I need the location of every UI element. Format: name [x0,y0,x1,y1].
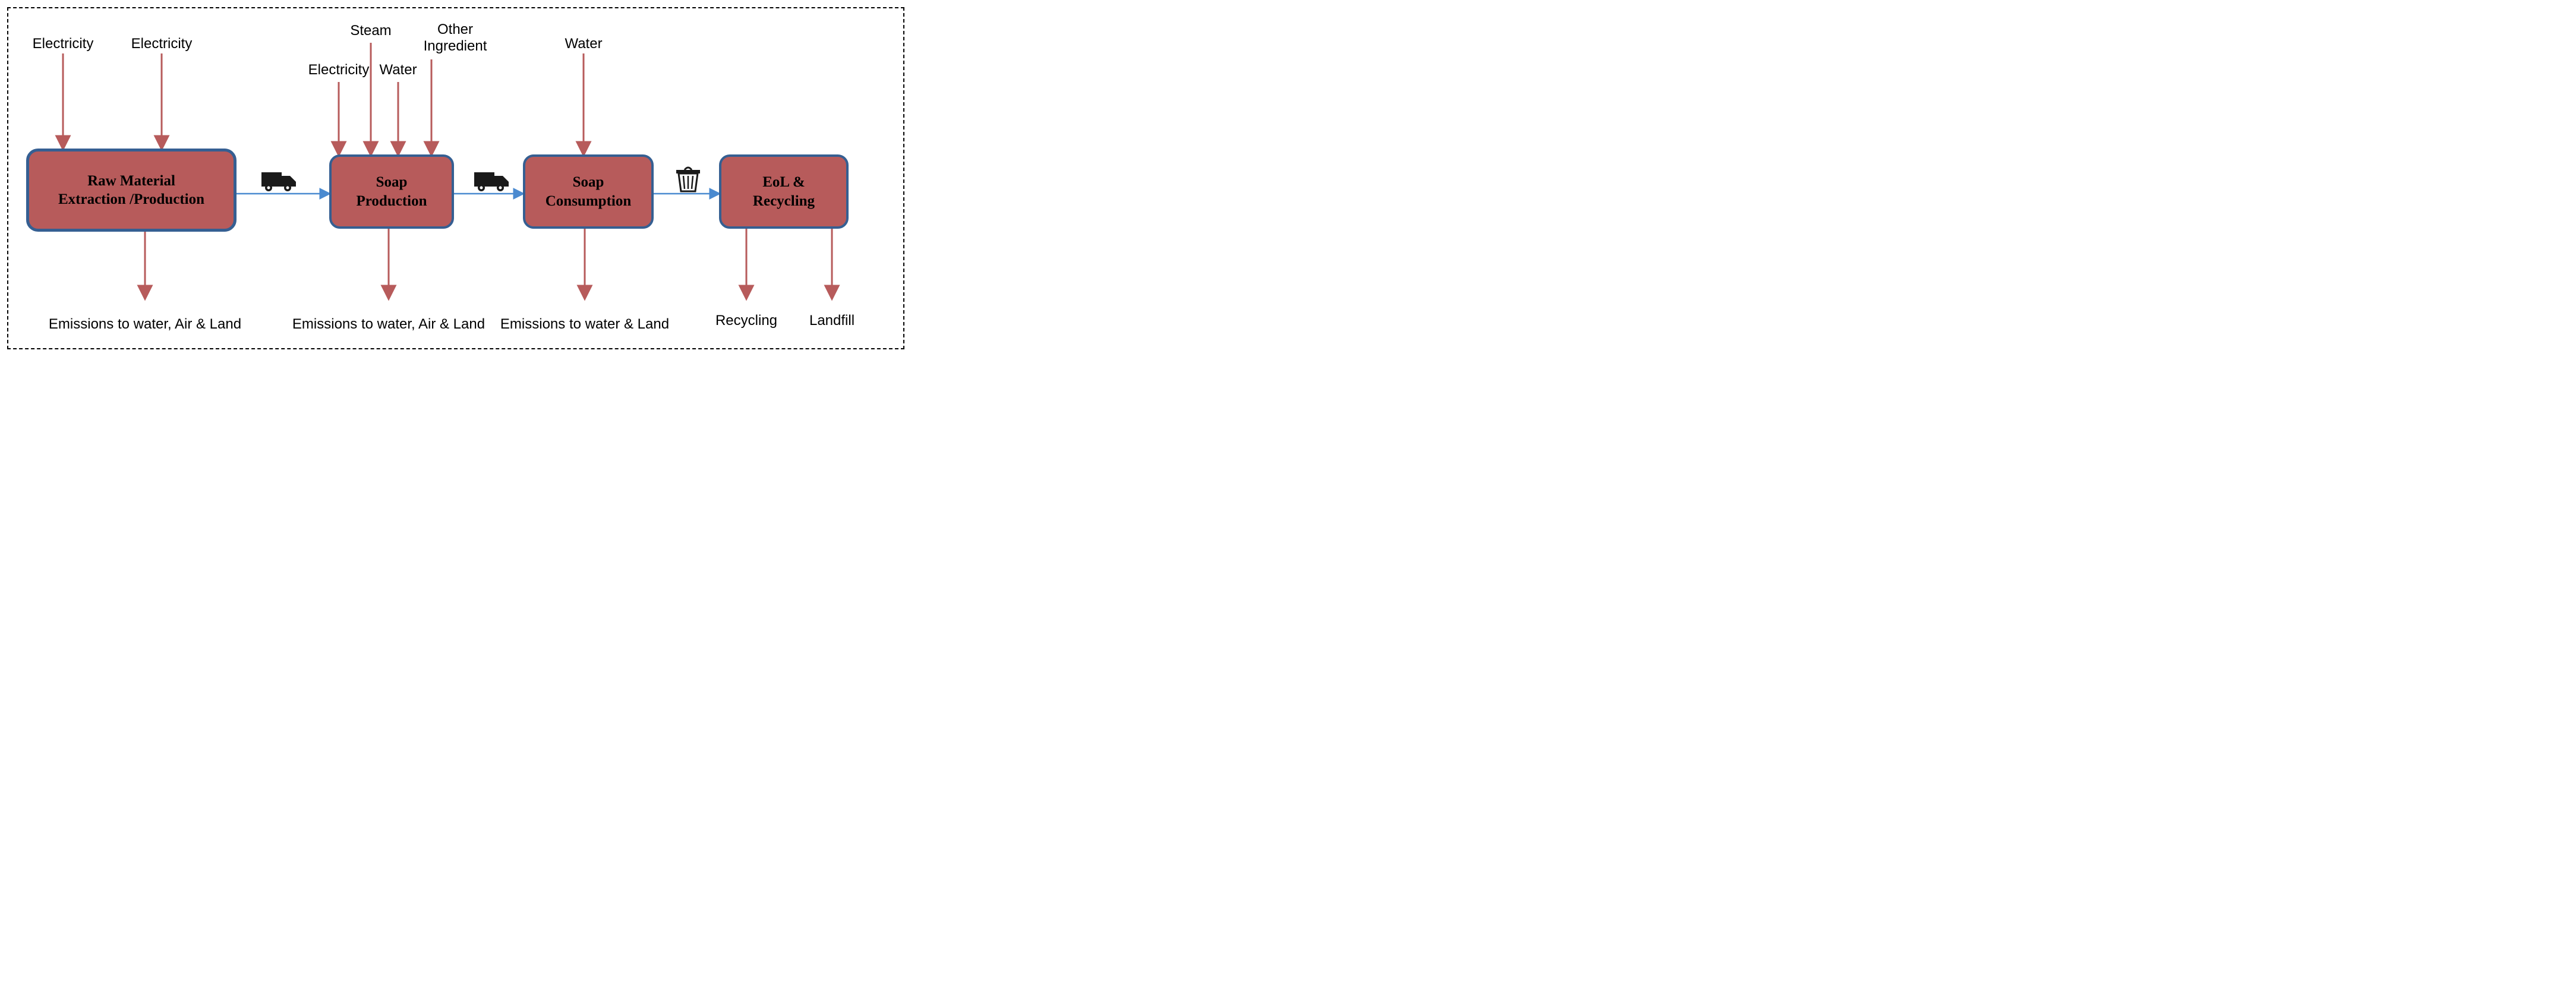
input-label: Electricity [102,36,221,52]
stage-label-line1: Soap [546,173,632,191]
stage-label-line1: Raw Material [58,172,204,190]
diagram-stage: Raw MaterialExtraction /ProductionSoapPr… [0,0,912,356]
stage-label-line2: Extraction /Production [58,190,204,209]
stage-label-line2: Consumption [546,192,632,210]
stage-prod: SoapProduction [329,154,454,229]
stage-label-line2: Production [357,192,427,210]
output-label: Emissions to water, Air & Land [26,316,264,333]
stage-eol: EoL &Recycling [719,154,849,229]
input-label: Water [524,36,643,52]
stage-label-line2: Recycling [753,192,815,210]
stage-raw: Raw MaterialExtraction /Production [26,149,237,232]
input-label: Water [339,62,458,78]
input-label: OtherIngredient [396,21,515,54]
stage-label-line1: EoL & [753,173,815,191]
output-label: Landfill [713,312,951,329]
stage-label-line1: Soap [357,173,427,191]
stage-cons: SoapConsumption [523,154,654,229]
